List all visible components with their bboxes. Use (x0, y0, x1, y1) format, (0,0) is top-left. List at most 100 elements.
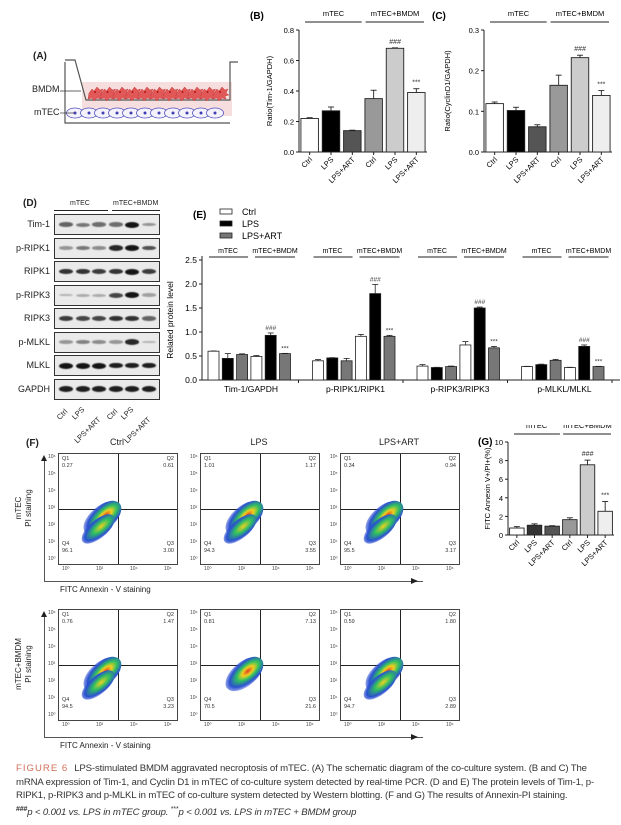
significance-mark: ### (389, 39, 401, 46)
protein-band (108, 340, 123, 344)
protein-band (125, 386, 139, 392)
protein-band (92, 222, 106, 227)
bar (430, 367, 443, 381)
y-tick-label: 10⁵ (330, 627, 338, 633)
protein-band (125, 268, 139, 275)
protein-band (75, 386, 90, 392)
bar (488, 347, 500, 381)
quadrant-value: 1.47 (163, 619, 174, 625)
quadrant-value: 0.59 (344, 619, 355, 625)
y-tick-label: 10¹ (330, 695, 338, 701)
y-tick-label: 10⁰ (190, 712, 198, 718)
quadrant-value: 3.00 (163, 548, 174, 554)
x-tick-label: Ctrl (548, 155, 563, 170)
quadrant-q2: Q2 7.13 (305, 612, 316, 626)
quadrant-q1: Q1 0.59 (344, 612, 355, 626)
significance-mark: *** (490, 338, 498, 345)
flow-plot: Q1 1.01 Q2 1.17 Q3 3.55 Q4 94.3 (200, 453, 320, 565)
quadrant-value: 95.5 (344, 548, 355, 554)
mtec-nucleus (171, 111, 175, 115)
legend-label: LPS+ART (242, 231, 283, 241)
x-tick-label: 10⁶ (306, 566, 314, 572)
quadrant-value: 96.1 (62, 548, 73, 554)
group-label-cocult: mTEC+BMDM (556, 9, 605, 18)
quadrant-value: 0.27 (62, 463, 73, 469)
quadrant-value: 2.89 (445, 704, 456, 710)
protein-band (125, 315, 139, 322)
bar (321, 110, 341, 153)
bmdm-nucleus (156, 91, 159, 93)
quadrant-name: Q3 (308, 541, 316, 547)
quadrant-name: Q4 (204, 697, 212, 703)
quadrant-name: Q4 (62, 697, 70, 703)
x-arrow-icon (411, 734, 418, 740)
mtec-nucleus (87, 111, 91, 115)
quadrant-q3: Q3 3.23 (163, 697, 174, 711)
flow-column-title: LPS (250, 437, 268, 447)
quadrant-name: Q1 (344, 456, 352, 462)
y-tick-label: 10⁵ (190, 627, 198, 633)
x-tick-label: LPS (319, 155, 335, 171)
bar (528, 126, 547, 153)
caption-line-star: p < 0.001 vs. LPS in mTEC + BMDM group (178, 806, 357, 818)
y-tick-label: 10⁴ (190, 644, 198, 650)
mtec-nucleus (157, 111, 161, 115)
y-tick-label: 10² (190, 678, 198, 684)
flow-y-label: mTEC+BMDM PI staining (14, 604, 34, 724)
x-tick-label: LPS (504, 155, 520, 171)
y-tick-label: 10⁴ (190, 488, 198, 494)
bmdm-nucleus (169, 91, 171, 93)
group-label-cocult: mTEC+BMDM (563, 425, 612, 430)
protein-band (59, 362, 73, 369)
x-tick-label: 10² (378, 722, 386, 728)
y-tick-label: 8 (499, 457, 503, 466)
bmdm-cell (212, 86, 230, 102)
protein-band (141, 386, 156, 392)
flow-plot: Q1 0.81 Q2 7.13 Q3 21.6 Q4 70.5 (200, 609, 320, 721)
y-tick-label: 10³ (48, 505, 56, 511)
y-tick-label: 10¹ (48, 539, 56, 545)
bar (459, 344, 472, 381)
group-label-cocult: mTEC+BMDM (357, 248, 402, 255)
quadrant-name: Q2 (308, 612, 316, 618)
blot-row-label: RIPK3 (23, 313, 50, 323)
bar (407, 92, 426, 153)
quadrant-name: Q4 (344, 697, 352, 703)
protein-band (92, 293, 106, 297)
caption-sup-star: *** (170, 805, 179, 813)
y-tick-label: 10⁰ (190, 556, 198, 562)
significance-mark: ### (370, 276, 381, 283)
blot-group-line (112, 210, 160, 211)
quadrant-name: Q3 (448, 697, 456, 703)
flow-row-name: mTEC+BMDM (14, 638, 23, 690)
quadrant-value: 70.5 (204, 704, 215, 710)
y-tick-label: 10³ (330, 505, 338, 511)
quadrant-value: 0.76 (62, 619, 73, 625)
blot-group-line (54, 210, 108, 211)
significance-mark: ### (582, 451, 594, 458)
y-tick-label: 2.5 (185, 255, 197, 265)
x-tick-label: 10⁶ (446, 722, 454, 728)
panel-label: (E) (193, 210, 206, 221)
chart-e: (E) Ctrl LPS LPS+ART 0.0 0.5 1.0 1.5 2.0 2.5 Relat… (165, 207, 620, 394)
mtec-nucleus (115, 111, 119, 115)
y-axis-label: Ratio(CyclinD1/GAPDH) (443, 50, 452, 132)
x-tick-label: 10⁴ (130, 566, 138, 572)
y-tick-label: 10³ (190, 505, 198, 511)
legend-swatch (219, 220, 233, 227)
group-label-mtec: mTEC (323, 9, 345, 18)
quadrant-value: 1.17 (305, 463, 316, 469)
mtec-nucleus (185, 111, 189, 115)
blot-membrane (54, 261, 160, 282)
bmdm-label: BMDM (32, 84, 60, 94)
protein-band (125, 292, 139, 298)
y-tick-label: 4 (499, 494, 503, 503)
density-cloud (219, 650, 270, 698)
bar (369, 293, 382, 381)
significance-mark: *** (281, 345, 289, 352)
quadrant-q1: Q1 0.34 (344, 456, 355, 470)
quadrant-name: Q3 (166, 697, 174, 703)
significance-mark: *** (386, 327, 394, 334)
bar (221, 357, 234, 381)
flow-plot: Q1 0.76 Q2 1.47 Q3 3.23 Q4 94.5 (58, 609, 178, 721)
